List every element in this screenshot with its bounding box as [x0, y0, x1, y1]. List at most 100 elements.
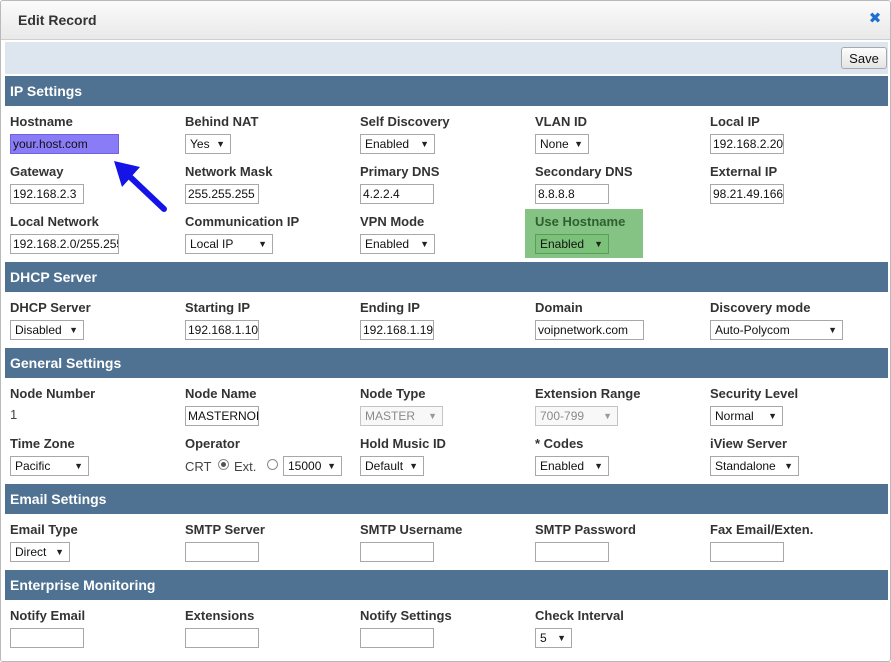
behind-nat-select[interactable]: Yes ▼ [185, 134, 231, 154]
network-mask-label: Network Mask [185, 164, 273, 179]
section-header-enterprise-monitoring: Enterprise Monitoring [5, 570, 888, 600]
extensions-input[interactable] [185, 628, 259, 648]
notify-email-label: Notify Email [10, 608, 86, 623]
primary-dns-label: Primary DNS [360, 164, 440, 179]
chevron-down-icon: ▼ [216, 139, 225, 149]
operator-crt-label: CRT [185, 459, 212, 474]
notify-settings-input[interactable] [360, 628, 434, 648]
external-ip-input[interactable]: 98.21.49.166 [710, 184, 784, 204]
discovery-mode-select[interactable]: Auto-Polycom ▼ [710, 320, 843, 340]
email-type-label: Email Type [10, 522, 78, 537]
dialog-titlebar: Edit Record ✖ [1, 1, 890, 40]
notify-settings-label: Notify Settings [360, 608, 452, 623]
smtp-server-input[interactable] [185, 542, 259, 562]
extension-range-select: 700-799 ▼ [535, 406, 618, 426]
self-discovery-label: Self Discovery [360, 114, 450, 129]
operator-ext-radio[interactable] [267, 459, 278, 470]
chevron-down-icon: ▼ [420, 239, 429, 249]
hostname-label: Hostname [10, 114, 73, 129]
chevron-down-icon: ▼ [594, 461, 603, 471]
dhcp-server-select[interactable]: Disabled ▼ [10, 320, 84, 340]
check-interval-label: Check Interval [535, 608, 624, 623]
save-button[interactable]: Save [841, 47, 887, 69]
annotation-arrow-shaft [123, 170, 167, 212]
annotation-arrow-head [114, 161, 140, 187]
chevron-down-icon: ▼ [420, 139, 429, 149]
vpn-mode-label: VPN Mode [360, 214, 425, 229]
smtp-password-input[interactable] [535, 542, 609, 562]
time-zone-select[interactable]: Pacific ▼ [10, 456, 89, 476]
iview-server-select[interactable]: Standalone ▼ [710, 456, 799, 476]
operator-label: Operator [185, 436, 240, 451]
network-mask-input[interactable]: 255.255.255 [185, 184, 259, 204]
local-ip-label: Local IP [710, 114, 760, 129]
vlan-id-label: VLAN ID [535, 114, 587, 129]
external-ip-label: External IP [710, 164, 778, 179]
node-number-value: 1 [10, 407, 18, 422]
primary-dns-input[interactable]: 4.2.2.4 [360, 184, 434, 204]
communication-ip-label: Communication IP [185, 214, 300, 229]
hold-music-id-label: Hold Music ID [360, 436, 446, 451]
node-number-label: Node Number [10, 386, 96, 401]
ending-ip-input[interactable]: 192.168.1.19 [360, 320, 434, 340]
chevron-down-icon: ▼ [74, 461, 83, 471]
vlan-id-select[interactable]: None ▼ [535, 134, 589, 154]
use-hostname-label: Use Hostname [535, 214, 626, 229]
smtp-username-input[interactable] [360, 542, 434, 562]
hold-music-id-select[interactable]: Default ▼ [360, 456, 424, 476]
starting-ip-label: Starting IP [185, 300, 251, 315]
close-icon[interactable]: ✖ [868, 10, 882, 27]
chevron-down-icon: ▼ [55, 547, 64, 557]
domain-label: Domain [535, 300, 583, 315]
section-header-dhcp-server: DHCP Server [5, 262, 888, 292]
communication-ip-select[interactable]: Local IP ▼ [185, 234, 273, 254]
annotation-arrow-icon [114, 161, 167, 212]
operator-crt-radio[interactable] [218, 459, 229, 470]
chevron-down-icon: ▼ [603, 411, 612, 421]
security-level-label: Security Level [710, 386, 799, 401]
extensions-label: Extensions [185, 608, 255, 623]
domain-input[interactable]: voipnetwork.com [535, 320, 644, 340]
starting-ip-input[interactable]: 192.168.1.10 [185, 320, 259, 340]
section-header-general-settings: General Settings [5, 348, 888, 378]
fax-email-input[interactable] [710, 542, 784, 562]
dialog-toolbar: Save [5, 42, 888, 74]
chevron-down-icon: ▼ [69, 325, 78, 335]
node-name-label: Node Name [185, 386, 257, 401]
section-header-ip-settings: IP Settings [5, 76, 888, 106]
node-name-input[interactable]: MASTERNODE [185, 406, 259, 426]
use-hostname-select[interactable]: Enabled ▼ [535, 234, 609, 254]
behind-nat-label: Behind NAT [185, 114, 259, 129]
local-network-input[interactable]: 192.168.2.0/255.255 [10, 234, 119, 254]
chevron-down-icon: ▼ [428, 411, 437, 421]
operator-ext-select[interactable]: 15000 ▼ [283, 456, 342, 476]
iview-server-label: iView Server [710, 436, 788, 451]
chevron-down-icon: ▼ [594, 239, 603, 249]
chevron-down-icon: ▼ [327, 461, 336, 471]
chevron-down-icon: ▼ [258, 239, 267, 249]
hostname-input[interactable]: your.host.com [10, 134, 119, 154]
codes-label: * Codes [535, 436, 584, 451]
self-discovery-select[interactable]: Enabled ▼ [360, 134, 435, 154]
operator-ext-label: Ext. [234, 459, 257, 474]
vpn-mode-select[interactable]: Enabled ▼ [360, 234, 435, 254]
discovery-mode-label: Discovery mode [710, 300, 811, 315]
smtp-password-label: SMTP Password [535, 522, 636, 537]
email-type-select[interactable]: Direct ▼ [10, 542, 70, 562]
secondary-dns-input[interactable]: 8.8.8.8 [535, 184, 609, 204]
chevron-down-icon: ▼ [409, 461, 418, 471]
codes-select[interactable]: Enabled ▼ [535, 456, 609, 476]
dialog-title: Edit Record [18, 12, 97, 28]
local-ip-input[interactable]: 192.168.2.20 [710, 134, 784, 154]
ending-ip-label: Ending IP [360, 300, 420, 315]
gateway-input[interactable]: 192.168.2.3 [10, 184, 84, 204]
fax-email-label: Fax Email/Exten. [710, 522, 814, 537]
security-level-select[interactable]: Normal ▼ [710, 406, 783, 426]
chevron-down-icon: ▼ [768, 411, 777, 421]
check-interval-select[interactable]: 5 ▼ [535, 628, 572, 648]
smtp-server-label: SMTP Server [185, 522, 265, 537]
notify-email-input[interactable] [10, 628, 84, 648]
secondary-dns-label: Secondary DNS [535, 164, 633, 179]
gateway-label: Gateway [10, 164, 64, 179]
